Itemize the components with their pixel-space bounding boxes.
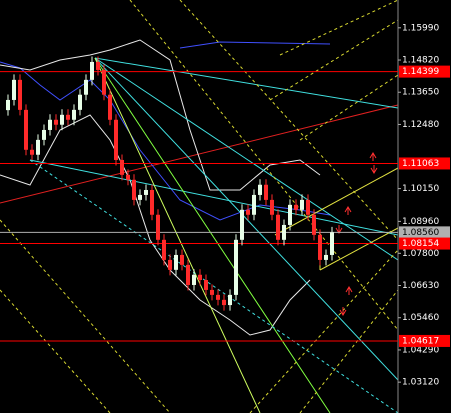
candle-body [204,280,208,290]
candle-body [174,254,178,270]
level-label: 1.04617 [402,336,439,346]
candle-body [210,289,214,295]
y-tick-label: 1.10150 [402,184,439,194]
moving-average [0,61,331,221]
y-tick-label: 1.14820 [402,56,439,66]
level-label-box [399,65,450,78]
candle-body [246,209,250,215]
candle-body [222,299,226,306]
y-tick-label: 1.03120 [402,378,439,388]
candle-body [48,119,52,130]
candle-body [126,174,130,180]
y-tick-label: 1.06630 [402,281,439,291]
y-tick-label: 1.08960 [402,217,439,227]
candle-body [120,159,124,175]
candle-body [258,184,262,195]
candle-body [132,179,136,200]
level-label-box [399,237,450,250]
candle-body [24,109,28,150]
candle-body [186,264,190,285]
candle-body [162,239,166,260]
candle-body [60,114,64,125]
candle-body [288,204,292,225]
level-label: 1.14399 [402,67,439,77]
band-lower [0,114,311,336]
candle-body [276,214,280,240]
candle-body [270,199,274,215]
candle-body [150,189,154,215]
candle-body [252,194,256,215]
fan-line [94,57,399,109]
fan-line [29,159,399,413]
candle-body [156,214,160,240]
candle-body [228,294,232,306]
y-tick-label: 1.07800 [402,249,439,259]
candle-body [300,199,304,210]
trend-line [0,104,399,204]
candle-body [54,119,58,125]
y-tick-label: 1.13650 [402,88,439,98]
candle-body [42,129,46,140]
candle-body [30,149,34,155]
y-tick-label: 1.04290 [402,345,439,355]
signal-arrows [335,152,378,316]
candle-body [6,99,10,111]
fan-line [29,159,399,236]
candle-body [102,69,106,95]
candle-body [180,254,184,265]
candle-body [312,214,316,235]
band-upper [0,39,321,191]
candle-body [138,194,142,200]
candle-body [144,189,148,195]
candle-body [90,61,94,80]
candle-body [36,139,40,155]
candle-body [264,184,268,200]
level-label: 1.08154 [402,239,439,249]
y-tick-label: 1.12480 [402,120,439,130]
candle-body [318,234,322,260]
candle-body [234,239,238,295]
candle-body [282,224,286,240]
candle-body [66,114,70,120]
fan-line [94,57,399,381]
candle-body [324,254,328,260]
candle-body [72,109,76,120]
candle-body [78,94,82,110]
candle-body [168,259,172,270]
candle-body [216,294,220,300]
candle-body [306,199,310,215]
candle-body [294,204,298,210]
candle-body [12,79,16,100]
fan-line [94,57,399,261]
candle-body [84,79,88,95]
level-label-box [399,334,450,347]
level-label-box [399,157,450,170]
candle-body [96,61,100,70]
candle-body [330,232,334,255]
fan-line [94,57,261,413]
candle-body [240,209,244,240]
fan-line [94,57,331,413]
grid-lines [0,0,399,413]
level-label: 1.08560 [402,228,439,238]
candle-body [192,274,196,285]
candle-body [108,94,112,120]
candle-body [198,274,202,281]
overlays [0,0,399,413]
channel-line [274,167,399,236]
y-tick-label: 1.15990 [402,23,439,33]
candle-body [18,79,22,110]
y-tick-label: 1.05460 [402,313,439,323]
channel-line [319,227,399,271]
moving-average [179,41,331,49]
level-label: 1.11063 [402,159,439,169]
candle-body [114,119,118,160]
level-label-box [399,226,450,239]
